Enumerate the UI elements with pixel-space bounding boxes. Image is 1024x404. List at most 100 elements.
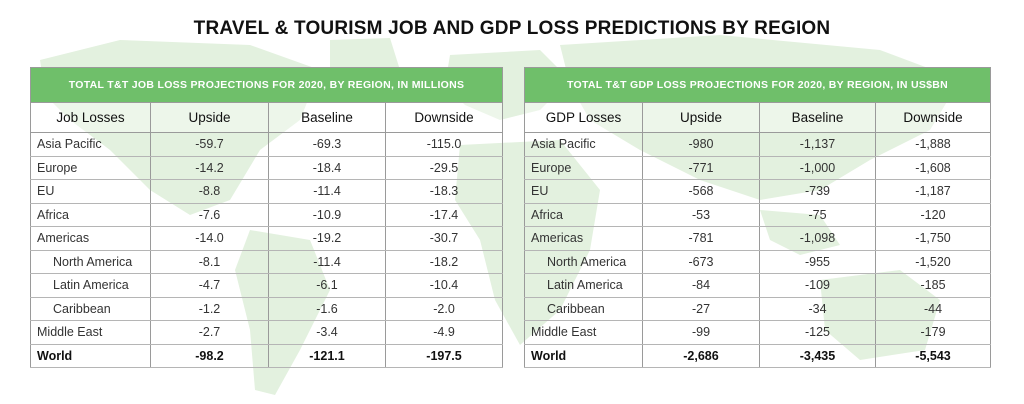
data-cell: -568 xyxy=(642,179,760,204)
data-cell: -185 xyxy=(874,273,992,298)
row-label: Middle East xyxy=(30,320,151,345)
data-cell: -197.5 xyxy=(384,344,504,368)
row-label: Africa xyxy=(30,203,151,227)
data-cell: -7.6 xyxy=(150,203,269,227)
data-cell: -1,187 xyxy=(874,179,992,204)
row-label: Latin America xyxy=(524,273,643,298)
data-cell: -781 xyxy=(642,226,760,251)
data-cell: -120 xyxy=(874,203,992,227)
job-loss-table-caption: TOTAL T&T JOB LOSS PROJECTIONS FOR 2020,… xyxy=(29,67,504,103)
row-label: EU xyxy=(524,179,643,204)
data-cell: -10.4 xyxy=(384,273,504,298)
data-cell: -98.2 xyxy=(150,344,269,368)
data-cell: -53 xyxy=(642,203,760,227)
table-row: World -98.2 -121.1 -197.5 xyxy=(30,344,504,368)
table-row: EU -568 -739 -1,187 xyxy=(524,179,992,204)
row-label: North America xyxy=(524,250,643,274)
column-header: Downside xyxy=(874,102,992,133)
page-title: TRAVEL & TOURISM JOB AND GDP LOSS PREDIC… xyxy=(193,18,831,39)
row-label: World xyxy=(30,344,151,368)
column-header: Upside xyxy=(150,102,269,133)
gdp-loss-table-caption: TOTAL T&T GDP LOSS PROJECTIONS FOR 2020,… xyxy=(523,67,992,103)
data-cell: -8.8 xyxy=(150,179,269,204)
table-row: Africa -7.6 -10.9 -17.4 xyxy=(30,203,504,227)
column-header: Job Losses xyxy=(30,102,151,133)
data-cell: -1,098 xyxy=(759,226,876,251)
table-row: Asia Pacific -59.7 -69.3 -115.0 xyxy=(30,132,504,157)
gdp-loss-table: TOTAL T&T GDP LOSS PROJECTIONS FOR 2020,… xyxy=(523,67,992,368)
table-row: Middle East -2.7 -3.4 -4.9 xyxy=(30,320,504,345)
data-cell: -955 xyxy=(759,250,876,274)
data-cell: -673 xyxy=(642,250,760,274)
data-cell: -19.2 xyxy=(268,226,386,251)
data-cell: -75 xyxy=(759,203,876,227)
data-cell: -8.1 xyxy=(150,250,269,274)
table-row: Latin America -84 -109 -185 xyxy=(524,273,992,298)
gdp-loss-table-header-row: GDP Losses Upside Baseline Downside xyxy=(524,102,992,133)
row-label: Americas xyxy=(30,226,151,251)
gdp-loss-table-caption-row: TOTAL T&T GDP LOSS PROJECTIONS FOR 2020,… xyxy=(523,67,992,103)
row-label: Europe xyxy=(524,156,643,180)
data-cell: -99 xyxy=(642,320,760,345)
column-header: Downside xyxy=(384,102,504,133)
data-cell: -69.3 xyxy=(268,132,386,157)
table-row: Europe -14.2 -18.4 -29.5 xyxy=(30,156,504,180)
table-row: North America -8.1 -11.4 -18.2 xyxy=(30,250,504,274)
data-cell: -59.7 xyxy=(150,132,269,157)
table-row: EU -8.8 -11.4 -18.3 xyxy=(30,179,504,204)
data-cell: -4.9 xyxy=(384,320,504,345)
table-row: Americas -14.0 -19.2 -30.7 xyxy=(30,226,504,251)
data-cell: -1,608 xyxy=(874,156,992,180)
job-loss-table-caption-row: TOTAL T&T JOB LOSS PROJECTIONS FOR 2020,… xyxy=(29,67,504,103)
data-cell: -1,520 xyxy=(874,250,992,274)
row-label: Middle East xyxy=(524,320,643,345)
table-row: Caribbean -27 -34 -44 xyxy=(524,297,992,321)
job-loss-table-header-row: Job Losses Upside Baseline Downside xyxy=(30,102,504,133)
data-cell: -34 xyxy=(759,297,876,321)
data-cell: -18.4 xyxy=(268,156,386,180)
row-label: World xyxy=(524,344,643,368)
table-row: Americas -781 -1,098 -1,750 xyxy=(524,226,992,251)
data-cell: -4.7 xyxy=(150,273,269,298)
data-cell: -5,543 xyxy=(874,344,992,368)
table-row: Asia Pacific -980 -1,137 -1,888 xyxy=(524,132,992,157)
row-label: Caribbean xyxy=(524,297,643,321)
data-cell: -1,137 xyxy=(759,132,876,157)
data-cell: -2.0 xyxy=(384,297,504,321)
data-cell: -771 xyxy=(642,156,760,180)
table-row: Middle East -99 -125 -179 xyxy=(524,320,992,345)
data-cell: -44 xyxy=(874,297,992,321)
row-label: Africa xyxy=(524,203,643,227)
data-cell: -1,000 xyxy=(759,156,876,180)
table-row: Africa -53 -75 -120 xyxy=(524,203,992,227)
data-cell: -2,686 xyxy=(642,344,760,368)
job-loss-table: TOTAL T&T JOB LOSS PROJECTIONS FOR 2020,… xyxy=(29,67,504,368)
data-cell: -1.2 xyxy=(150,297,269,321)
column-header: Upside xyxy=(642,102,760,133)
data-cell: -29.5 xyxy=(384,156,504,180)
data-cell: -30.7 xyxy=(384,226,504,251)
data-cell: -739 xyxy=(759,179,876,204)
data-cell: -84 xyxy=(642,273,760,298)
row-label: Asia Pacific xyxy=(524,132,643,157)
row-label: Latin America xyxy=(30,273,151,298)
data-cell: -17.4 xyxy=(384,203,504,227)
row-label: Caribbean xyxy=(30,297,151,321)
table-row: Latin America -4.7 -6.1 -10.4 xyxy=(30,273,504,298)
data-cell: -10.9 xyxy=(268,203,386,227)
data-cell: -3,435 xyxy=(759,344,876,368)
column-header: GDP Losses xyxy=(524,102,643,133)
row-label: EU xyxy=(30,179,151,204)
row-label: Europe xyxy=(30,156,151,180)
data-cell: -1,888 xyxy=(874,132,992,157)
table-row: Caribbean -1.2 -1.6 -2.0 xyxy=(30,297,504,321)
data-cell: -18.3 xyxy=(384,179,504,204)
data-cell: -179 xyxy=(874,320,992,345)
data-cell: -14.2 xyxy=(150,156,269,180)
data-cell: -18.2 xyxy=(384,250,504,274)
column-header: Baseline xyxy=(268,102,386,133)
data-cell: -27 xyxy=(642,297,760,321)
data-cell: -2.7 xyxy=(150,320,269,345)
data-cell: -1.6 xyxy=(268,297,386,321)
data-cell: -3.4 xyxy=(268,320,386,345)
